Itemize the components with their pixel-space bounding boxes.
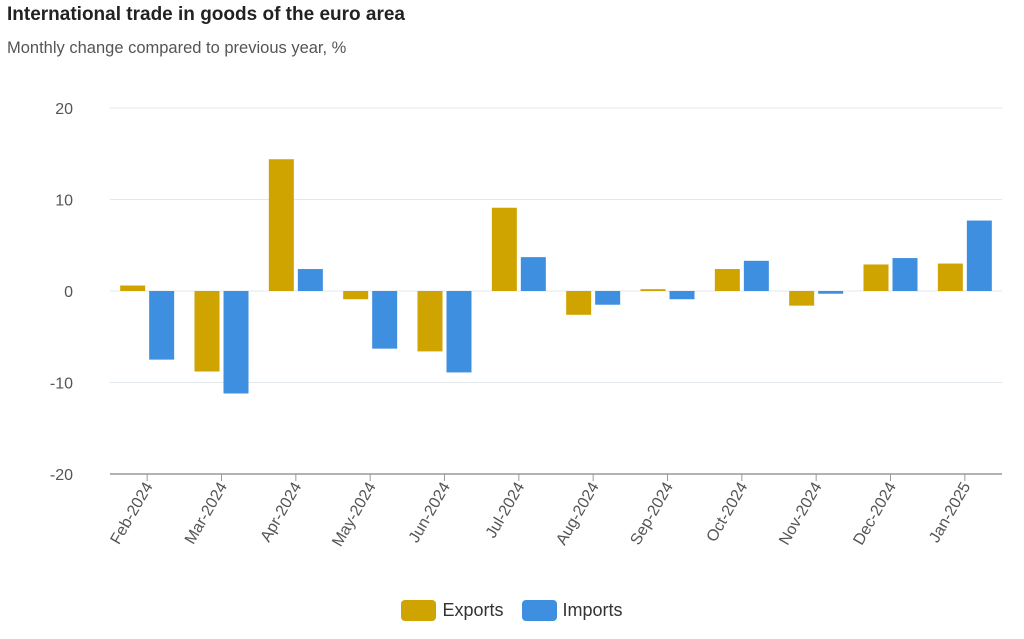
bar-exports-aug-2024[interactable]: [566, 291, 592, 315]
x-tick-label: May-2024: [329, 479, 379, 549]
legend-label-imports: Imports: [562, 600, 623, 620]
x-tick-label: Jun-2024: [406, 479, 454, 545]
x-tick-label: Apr-2024: [258, 479, 306, 545]
bar-exports-jun-2024[interactable]: [417, 291, 443, 352]
y-tick-label: 20: [55, 101, 73, 118]
bar-imports-feb-2024[interactable]: [149, 291, 175, 360]
bar-imports-may-2024[interactable]: [372, 291, 398, 349]
bar-exports-oct-2024[interactable]: [714, 269, 740, 291]
bar-exports-feb-2024[interactable]: [120, 285, 146, 291]
legend-item-exports[interactable]: Exports: [401, 600, 504, 621]
bar-imports-jul-2024[interactable]: [520, 257, 546, 291]
bar-exports-sep-2024[interactable]: [640, 289, 666, 291]
bar-exports-jul-2024[interactable]: [491, 207, 517, 291]
exports-swatch: [401, 600, 437, 621]
bar-imports-sep-2024[interactable]: [669, 291, 695, 300]
chart-legend: Exports Imports: [0, 600, 1024, 621]
bar-imports-apr-2024[interactable]: [297, 269, 323, 291]
legend-label-exports: Exports: [442, 600, 504, 620]
bar-exports-apr-2024[interactable]: [268, 159, 294, 291]
x-tick-label: Jul-2024: [483, 479, 528, 541]
bar-exports-dec-2024[interactable]: [863, 264, 889, 291]
legend-item-imports[interactable]: Imports: [521, 600, 623, 621]
bar-imports-nov-2024[interactable]: [818, 291, 844, 294]
bar-imports-dec-2024[interactable]: [892, 258, 918, 291]
x-tick-label: Jan-2025: [926, 479, 974, 545]
x-tick-label: Feb-2024: [108, 479, 157, 547]
x-tick-label: Dec-2024: [851, 479, 900, 548]
x-tick-label: Oct-2024: [704, 479, 752, 545]
chart-title: International trade in goods of the euro…: [7, 4, 405, 25]
y-tick-label: -10: [50, 376, 73, 393]
bar-imports-mar-2024[interactable]: [223, 291, 249, 394]
grid-lines: [110, 107, 1002, 383]
imports-swatch: [521, 600, 557, 621]
bar-exports-nov-2024[interactable]: [789, 291, 815, 306]
y-tick-label: 10: [55, 193, 73, 210]
bar-exports-may-2024[interactable]: [343, 291, 369, 300]
x-tick-label: Mar-2024: [182, 479, 231, 547]
x-tick-label: Aug-2024: [553, 479, 602, 548]
bar-imports-oct-2024[interactable]: [743, 260, 769, 291]
chart-subtitle: Monthly change compared to previous year…: [7, 39, 347, 57]
bar-exports-jan-2025[interactable]: [937, 263, 963, 291]
bar-chart: 20 10 0 -10 -20 Feb-2024 Mar-2024 Apr-2024 May-…: [50, 101, 1002, 550]
y-tick-label: -20: [50, 467, 73, 484]
x-tick-label: Nov-2024: [776, 479, 825, 548]
bars: [120, 159, 992, 394]
bar-exports-mar-2024[interactable]: [194, 291, 220, 372]
y-tick-label: 0: [64, 284, 73, 301]
x-tick-label: Sep-2024: [628, 479, 677, 548]
bar-imports-jun-2024[interactable]: [446, 291, 472, 373]
y-axis-ticks: 20 10 0 -10 -20: [50, 101, 73, 484]
bar-imports-jan-2025[interactable]: [966, 220, 992, 291]
x-axis-ticks: Feb-2024 Mar-2024 Apr-2024 May-2024 Jun-2024…: [108, 474, 974, 550]
bar-imports-aug-2024[interactable]: [595, 291, 621, 305]
